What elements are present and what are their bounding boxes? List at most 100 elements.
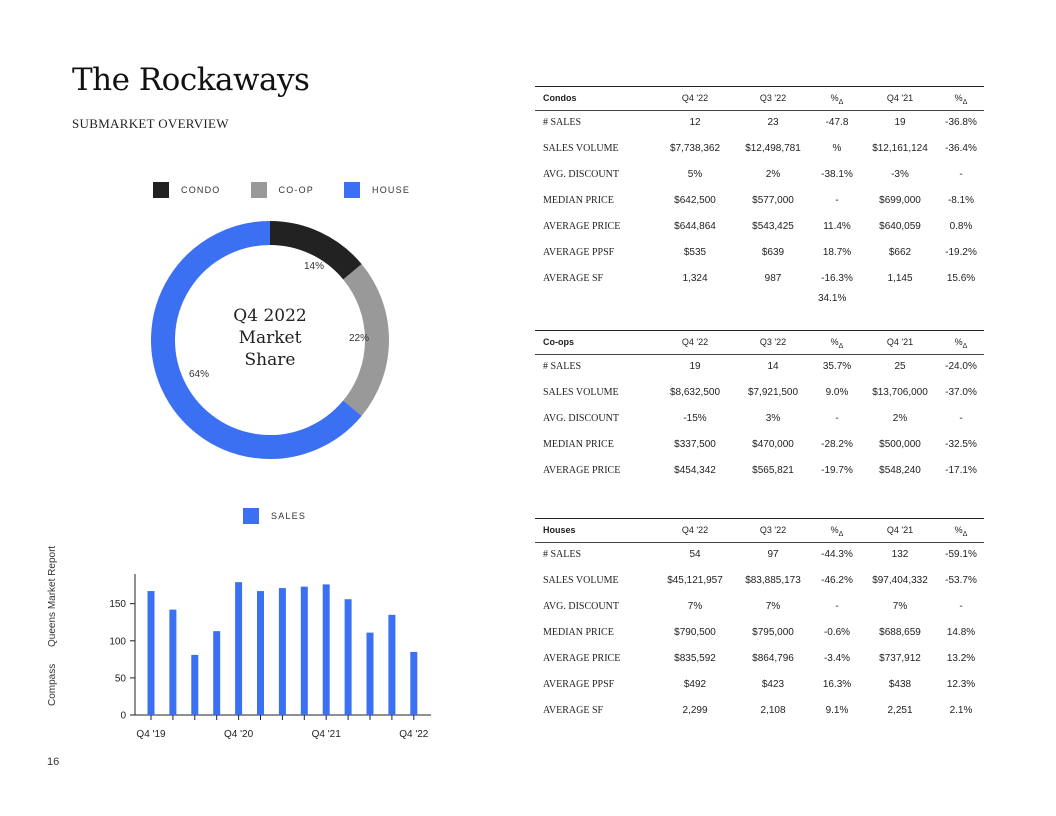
table-cell: -17.1% [945, 465, 977, 476]
table-cell: -47.8 [825, 117, 849, 128]
x-tick-label: Q4 '21 [312, 729, 342, 740]
column-header-label: Q4 '22 [681, 337, 709, 347]
table-cell: 0.8% [949, 221, 973, 232]
bar-legend: SALES [243, 508, 336, 524]
table-cell: $639 [761, 247, 785, 258]
condos-table: Condos Q4 '22 Q3 '22 %Δ Q4 '21 %Δ # SALES 12 23-… [535, 86, 984, 293]
table-cell: -15% [683, 413, 707, 424]
table-row: # SALES 19 14 35.7% 25 -24.0% [535, 355, 984, 381]
table-cell: 18.7% [822, 247, 852, 258]
column-header-label: Q4 '21 [886, 525, 914, 535]
table-row: SALES VOLUME $45,121,957 $83,885,173 -46.2%… [535, 569, 984, 595]
sales-bar [388, 614, 396, 715]
table-row: MEDIAN PRICE $337,500 $470,000 -28.2% $500,0… [535, 433, 984, 459]
legend-swatch-coop [250, 182, 267, 198]
delta-symbol: Δ [838, 98, 844, 106]
table-header: Houses Q4 '22 Q3 '22 %Δ Q4 '21 %Δ [535, 518, 984, 543]
column-header: %Δ [807, 93, 867, 106]
sales-bar [322, 584, 330, 715]
table-cell: -36.4% [945, 143, 977, 154]
table-cell: - [959, 413, 963, 424]
table-cell: $423 [761, 679, 785, 690]
table-cell: $45,121,957 [667, 575, 723, 586]
row-label: SALES VOLUME [543, 143, 619, 154]
table-cell: $543,425 [752, 221, 794, 232]
table-row: AVERAGE PPSF $535 $639 18.7% $662 -19.2% [535, 241, 984, 267]
table-cell: $864,796 [752, 653, 794, 664]
table-cell: $438 [888, 679, 912, 690]
column-header-label: % [954, 93, 963, 103]
row-label: AVG. DISCOUNT [543, 169, 619, 180]
table-cell: $688,659 [879, 627, 921, 638]
sales-bar [235, 582, 243, 715]
table-row: AVERAGE PRICE $835,592 $864,796 -3.4% $737,9… [535, 647, 984, 673]
row-label: AVERAGE PRICE [543, 221, 621, 232]
table-cell: 2,251 [887, 705, 913, 716]
table-cell: -24.0% [945, 361, 977, 372]
table-cell: $337,500 [674, 439, 716, 450]
delta-symbol: Δ [838, 342, 844, 350]
y-tick-label: 100 [109, 636, 126, 647]
table-cell: -46.2% [821, 575, 853, 586]
row-label: # SALES [543, 361, 582, 372]
table-header: Co-ops Q4 '22 Q3 '22 %Δ Q4 '21 %Δ [535, 330, 984, 355]
column-header: Q4 '21 [865, 337, 935, 347]
donut-center-line-1: Q4 2022 [233, 306, 307, 326]
side-label-brand: Compass [47, 663, 58, 706]
table-row: AVG. DISCOUNT 7% 7% - 7% - [535, 595, 984, 621]
table-cell: $7,921,500 [747, 387, 799, 398]
column-header: %Δ [807, 337, 867, 350]
table-row: SALES VOLUME $7,738,362 $12,498,781% $12,16… [535, 137, 984, 163]
table-header: Condos Q4 '22 Q3 '22 %Δ Q4 '21 %Δ [535, 86, 984, 111]
donut-chart-svg [151, 221, 389, 459]
column-header-label: % [830, 93, 839, 103]
table-cell: 2% [892, 413, 908, 424]
table-cell: $454,342 [674, 465, 716, 476]
donut-label-condo: 14% [304, 261, 325, 272]
table-row: MEDIAN PRICE $790,500 $795,000 -0.6% $688,65… [535, 621, 984, 647]
x-tick-label: Q4 '22 [399, 729, 429, 740]
table-cell: - [835, 413, 839, 424]
table-cell: % [832, 143, 842, 154]
table-row: # SALES 12 23 -47.8 19 -36.8% [535, 111, 984, 137]
table-cell: 23 [767, 117, 779, 128]
row-label: AVG. DISCOUNT [543, 601, 619, 612]
donut-label-house: 64% [189, 369, 210, 380]
row-label: AVG. DISCOUNT [543, 413, 619, 424]
table-cell: 19 [689, 361, 701, 372]
row-label: AVERAGE PPSF [543, 247, 615, 258]
table-cell: $535 [683, 247, 707, 258]
table-cell: $790,500 [674, 627, 716, 638]
side-label-report: Queens Market Report [47, 545, 58, 647]
table-cell: -44.3% [821, 549, 853, 560]
y-tick-label: 50 [115, 673, 127, 684]
table-cell: 11.4% [823, 221, 851, 232]
table-cell: $500,000 [879, 439, 921, 450]
table-row: AVERAGE SF 2,299 2,108 9.1% 2,251 2.1% [535, 699, 984, 725]
table-cell: 2,299 [682, 705, 708, 716]
column-header-label: % [954, 525, 963, 535]
page-subtitle: SUBMARKET OVERVIEW [72, 116, 229, 131]
x-tick-label: Q4 '20 [224, 729, 254, 740]
table-cell: -8.1% [947, 195, 975, 206]
table-cell: -28.2% [821, 439, 853, 450]
row-label: # SALES [543, 549, 582, 560]
sales-bar [257, 591, 264, 715]
legend-swatch-sales [243, 508, 259, 524]
table-cell: 1,145 [887, 273, 913, 284]
table-cell: 5% [687, 169, 703, 180]
side-label: Compass Queens Market Report [47, 532, 58, 706]
delta-symbol: Δ [962, 530, 968, 538]
condos-extra-value: 34.1% [818, 293, 847, 304]
table-cell: -37.0% [945, 387, 977, 398]
table-cell: 35.7% [822, 361, 852, 372]
table-title: Houses [543, 525, 576, 535]
table-cell: $83,885,173 [745, 575, 801, 586]
column-header: %Δ [931, 93, 991, 106]
x-tick-label: Q4 '19 [136, 729, 166, 740]
table-row: AVERAGE SF 1,324 987 -16.3% 1,145 15.6% [535, 267, 984, 293]
row-label: SALES VOLUME [543, 575, 619, 586]
table-row: AVERAGE PPSF $492 $423 16.3% $438 12.3% [535, 673, 984, 699]
table-cell: $492 [683, 679, 707, 690]
table-cell: -16.3% [821, 273, 853, 284]
